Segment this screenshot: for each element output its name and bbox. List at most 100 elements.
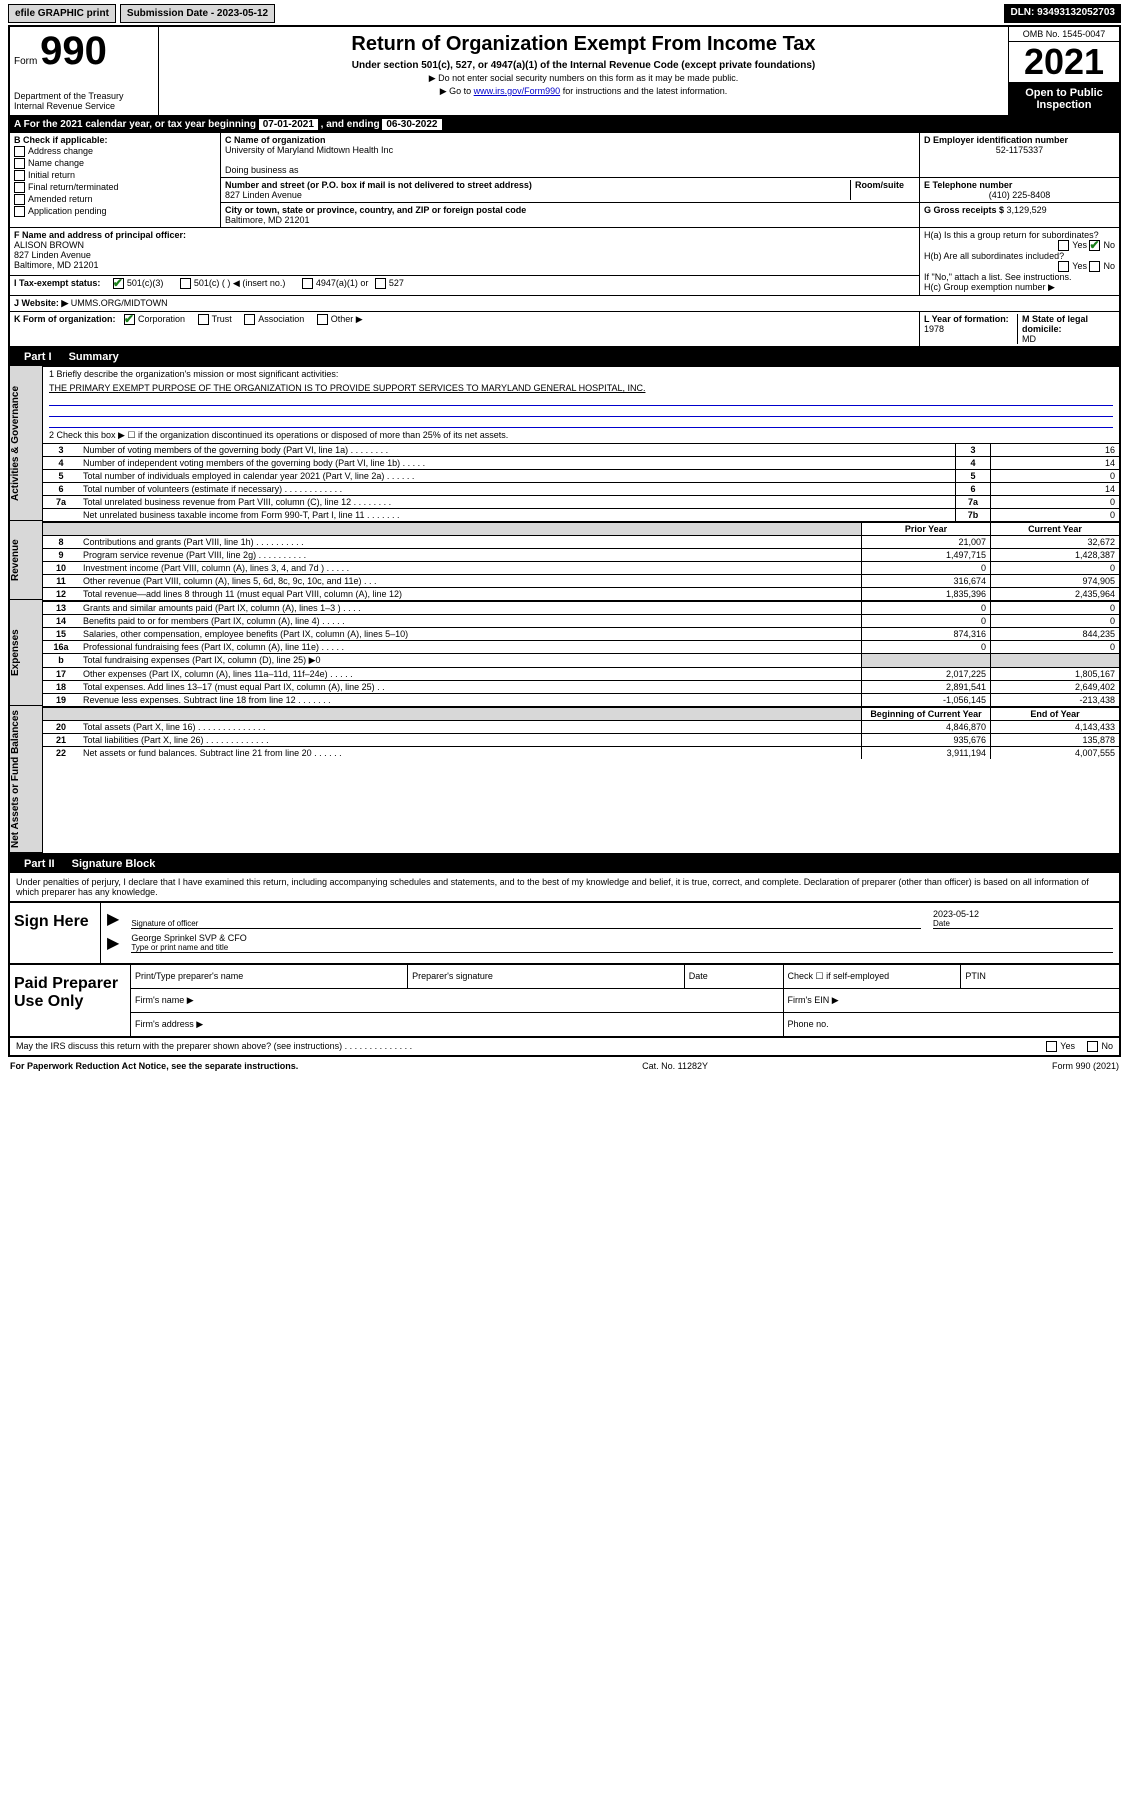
discuss-yes-checkbox[interactable]: [1046, 1041, 1057, 1052]
irs-link[interactable]: www.irs.gov/Form990: [474, 86, 561, 96]
527-checkbox[interactable]: [375, 278, 386, 289]
table-row: 15Salaries, other compensation, employee…: [43, 627, 1119, 640]
officer-name: ALISON BROWN: [14, 240, 84, 250]
efile-button[interactable]: efile GRAPHIC print: [8, 4, 116, 23]
table-row: 12Total revenue—add lines 8 through 11 (…: [43, 587, 1119, 600]
name-title-label: Type or print name and title: [131, 943, 1113, 952]
c-header: C Name of organization: [225, 135, 915, 145]
tax-year-bar: A For the 2021 calendar year, or tax yea…: [8, 117, 1121, 133]
other-checkbox[interactable]: [317, 314, 328, 325]
hb-no-checkbox[interactable]: [1089, 261, 1100, 272]
j-label: J Website: ▶: [14, 298, 68, 308]
ein-value: 52-1175337: [924, 145, 1115, 155]
final-return-checkbox[interactable]: [14, 182, 25, 193]
part2-header: Part II Signature Block: [8, 855, 1121, 873]
assoc-checkbox[interactable]: [244, 314, 255, 325]
officer-name-title: George Sprinkel SVP & CFO: [131, 933, 1113, 943]
line2-label: 2 Check this box ▶ ☐ if the organization…: [43, 428, 1119, 443]
corp-checkbox[interactable]: [124, 314, 135, 325]
firm-ein-label: Firm's EIN ▶: [783, 988, 1119, 1012]
subtitle2b-post: for instructions and the latest informat…: [563, 86, 728, 96]
form-word: Form: [14, 56, 37, 67]
hb-note: If "No," attach a list. See instructions…: [924, 272, 1115, 282]
table-row: 6Total number of volunteers (estimate if…: [43, 482, 1119, 495]
prep-sig-label: Preparer's signature: [408, 965, 685, 989]
firm-phone-label: Phone no.: [783, 1012, 1119, 1036]
f-header: F Name and address of principal officer:: [14, 230, 186, 240]
hb-yes-checkbox[interactable]: [1058, 261, 1069, 272]
subtitle: Under section 501(c), 527, or 4947(a)(1)…: [165, 60, 1002, 71]
prep-date-label: Date: [684, 965, 783, 989]
firm-name-label: Firm's name ▶: [131, 988, 783, 1012]
k-label: K Form of organization:: [14, 314, 116, 324]
ha-yes-checkbox[interactable]: [1058, 240, 1069, 251]
table-row: 14Benefits paid to or for members (Part …: [43, 614, 1119, 627]
name-change-checkbox[interactable]: [14, 158, 25, 169]
amended-return-checkbox[interactable]: [14, 194, 25, 205]
subtitle2b-pre: ▶ Go to: [440, 86, 474, 96]
street-header: Number and street (or P.O. box if mail i…: [225, 180, 850, 190]
table-row: 18Total expenses. Add lines 13–17 (must …: [43, 680, 1119, 693]
table-row: 20Total assets (Part X, line 16) . . . .…: [43, 720, 1119, 733]
sign-here-label: Sign Here: [10, 903, 100, 963]
firm-addr-label: Firm's address ▶: [131, 1012, 783, 1036]
side-revenue: Revenue: [10, 521, 42, 600]
initial-return-checkbox[interactable]: [14, 170, 25, 181]
current-year-header: Current Year: [991, 522, 1120, 535]
street-value: 827 Linden Avenue: [225, 190, 850, 200]
g-header: G Gross receipts $: [924, 205, 1007, 215]
table-row: 21Total liabilities (Part X, line 26) . …: [43, 733, 1119, 746]
cat-no: Cat. No. 11282Y: [642, 1061, 708, 1071]
501c3-checkbox[interactable]: [113, 278, 124, 289]
submission-date-button[interactable]: Submission Date - 2023-05-12: [120, 4, 275, 23]
e-header: E Telephone number: [924, 180, 1115, 190]
return-title: Return of Organization Exempt From Incom…: [165, 33, 1002, 56]
table-row: 10Investment income (Part VIII, column (…: [43, 561, 1119, 574]
discuss-no-checkbox[interactable]: [1087, 1041, 1098, 1052]
side-netassets: Net Assets or Fund Balances: [10, 706, 42, 853]
begin-year-header: Beginning of Current Year: [862, 707, 991, 720]
trust-checkbox[interactable]: [198, 314, 209, 325]
declaration-text: Under penalties of perjury, I declare th…: [8, 873, 1121, 903]
paid-preparer-label: Paid Preparer Use Only: [10, 965, 130, 1036]
4947-checkbox[interactable]: [302, 278, 313, 289]
state-domicile: MD: [1022, 334, 1115, 344]
side-activities: Activities & Governance: [10, 366, 42, 521]
omb-label: OMB No. 1545-0047: [1009, 27, 1119, 42]
phone-value: (410) 225-8408: [924, 190, 1115, 200]
table-row: 22Net assets or fund balances. Subtract …: [43, 746, 1119, 759]
pwra-notice: For Paperwork Reduction Act Notice, see …: [10, 1061, 298, 1071]
m-label: M State of legal domicile:: [1022, 314, 1115, 334]
dln-label: DLN: 93493132052703: [1004, 4, 1121, 23]
table-row: 13Grants and similar amounts paid (Part …: [43, 601, 1119, 614]
summary-section: Activities & Governance 1 Briefly descri…: [8, 366, 1121, 855]
city-header: City or town, state or province, country…: [225, 205, 915, 215]
org-name: University of Maryland Midtown Health In…: [225, 145, 915, 155]
addr-change-checkbox[interactable]: [14, 146, 25, 157]
ha-no-checkbox[interactable]: [1089, 240, 1100, 251]
date-label: Date: [933, 919, 1113, 928]
table-row: 19Revenue less expenses. Subtract line 1…: [43, 693, 1119, 706]
form-number: 990: [40, 29, 107, 73]
website-value: UMMS.ORG/MIDTOWN: [71, 298, 168, 308]
ha-label: H(a) Is this a group return for subordin…: [924, 230, 1099, 240]
table-row: 7aTotal unrelated business revenue from …: [43, 495, 1119, 508]
prep-name-label: Print/Type preparer's name: [131, 965, 408, 989]
form-footer: Form 990 (2021): [1052, 1061, 1119, 1071]
table-row: 3Number of voting members of the governi…: [43, 443, 1119, 456]
ptin-label: PTIN: [961, 965, 1119, 989]
table-row: bTotal fundraising expenses (Part IX, co…: [43, 653, 1119, 667]
dba-header: Doing business as: [225, 165, 915, 175]
year-formation: 1978: [924, 324, 944, 334]
prior-year-header: Prior Year: [862, 522, 991, 535]
table-row: 5Total number of individuals employed in…: [43, 469, 1119, 482]
app-pending-checkbox[interactable]: [14, 206, 25, 217]
l-label: L Year of formation:: [924, 314, 1009, 324]
discuss-label: May the IRS discuss this return with the…: [16, 1041, 412, 1052]
table-row: 17Other expenses (Part IX, column (A), l…: [43, 667, 1119, 680]
501c-checkbox[interactable]: [180, 278, 191, 289]
table-row: 11Other revenue (Part VIII, column (A), …: [43, 574, 1119, 587]
officer-addr2: Baltimore, MD 21201: [14, 260, 99, 270]
dept-label: Department of the Treasury Internal Reve…: [14, 91, 154, 111]
part1-header: Part I Summary: [8, 348, 1121, 366]
